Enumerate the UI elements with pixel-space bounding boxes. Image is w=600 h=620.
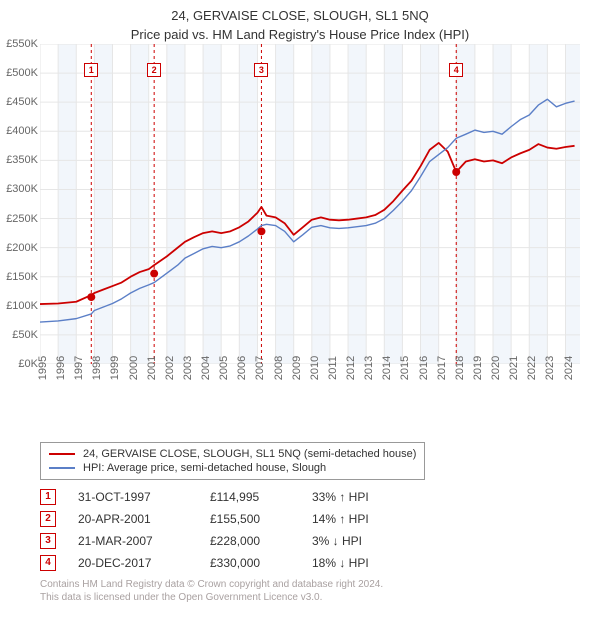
x-tick-label: 2023 xyxy=(544,356,556,380)
page-root: 24, GERVAISE CLOSE, SLOUGH, SL1 5NQ Pric… xyxy=(0,0,600,620)
x-tick-label: 1999 xyxy=(109,356,121,380)
transaction-marker-icon: 2 xyxy=(40,511,56,527)
x-tick-label: 2000 xyxy=(128,356,140,380)
footer-line: This data is licensed under the Open Gov… xyxy=(40,591,590,604)
transaction-price: £228,000 xyxy=(210,534,290,548)
transaction-price: £330,000 xyxy=(210,556,290,570)
legend-label: 24, GERVAISE CLOSE, SLOUGH, SL1 5NQ (sem… xyxy=(83,448,416,460)
transaction-row: 3 21-MAR-2007 £228,000 3% ↓ HPI xyxy=(40,530,590,552)
transaction-diff: 33% ↑ HPI xyxy=(312,490,422,504)
transaction-date: 20-DEC-2017 xyxy=(78,556,188,570)
transaction-row: 4 20-DEC-2017 £330,000 18% ↓ HPI xyxy=(40,552,590,574)
x-tick-label: 2001 xyxy=(146,356,158,380)
x-tick-label: 2014 xyxy=(381,356,393,380)
x-tick-label: 2013 xyxy=(363,356,375,380)
x-tick-label: 2022 xyxy=(526,356,538,380)
x-tick-label: 2009 xyxy=(291,356,303,380)
x-tick-label: 2007 xyxy=(254,356,266,380)
x-tick-label: 2016 xyxy=(418,356,430,380)
transaction-date: 21-MAR-2007 xyxy=(78,534,188,548)
y-tick-label: £300K xyxy=(6,183,38,195)
y-tick-label: £250K xyxy=(6,213,38,225)
transaction-marker-icon: 4 xyxy=(40,555,56,571)
y-tick-label: £100K xyxy=(6,300,38,312)
y-tick-label: £150K xyxy=(6,271,38,283)
y-tick-label: £400K xyxy=(6,125,38,137)
x-tick-label: 2021 xyxy=(508,356,520,380)
x-tick-label: 2002 xyxy=(164,356,176,380)
x-tick-label: 2011 xyxy=(327,356,339,380)
y-tick-label: £350K xyxy=(6,154,38,166)
y-tick-label: £550K xyxy=(6,38,38,50)
transaction-date: 20-APR-2001 xyxy=(78,512,188,526)
legend-swatch xyxy=(49,467,75,469)
chart-transaction-marker: 4 xyxy=(449,63,463,77)
x-tick-label: 2018 xyxy=(454,356,466,380)
transaction-diff: 3% ↓ HPI xyxy=(312,534,422,548)
x-tick-label: 2019 xyxy=(472,356,484,380)
legend-item: 24, GERVAISE CLOSE, SLOUGH, SL1 5NQ (sem… xyxy=(49,447,416,461)
chart-transaction-marker: 3 xyxy=(254,63,268,77)
transaction-row: 1 31-OCT-1997 £114,995 33% ↑ HPI xyxy=(40,486,590,508)
x-tick-label: 2010 xyxy=(309,356,321,380)
x-tick-label: 2004 xyxy=(200,356,212,380)
x-tick-label: 2020 xyxy=(490,356,502,380)
x-tick-label: 1998 xyxy=(91,356,103,380)
chart-plot-area xyxy=(40,44,580,364)
x-axis-labels: 1995199619971998199920002001200220032004… xyxy=(40,364,580,404)
legend: 24, GERVAISE CLOSE, SLOUGH, SL1 5NQ (sem… xyxy=(40,442,425,480)
legend-item: HPI: Average price, semi-detached house,… xyxy=(49,461,416,475)
legend-swatch xyxy=(49,453,75,455)
y-tick-label: £0K xyxy=(18,358,38,370)
x-tick-label: 2012 xyxy=(345,356,357,380)
x-tick-label: 2005 xyxy=(218,356,230,380)
transaction-price: £114,995 xyxy=(210,490,290,504)
x-tick-label: 2015 xyxy=(399,356,411,380)
chart-transaction-marker: 1 xyxy=(84,63,98,77)
x-tick-label: 1995 xyxy=(37,356,49,380)
x-tick-label: 2024 xyxy=(563,356,575,380)
y-tick-label: £200K xyxy=(6,242,38,254)
x-tick-label: 2003 xyxy=(182,356,194,380)
chart-title-sub: Price paid vs. HM Land Registry's House … xyxy=(0,23,600,44)
x-tick-label: 1997 xyxy=(73,356,85,380)
y-tick-label: £50K xyxy=(12,329,38,341)
y-tick-label: £500K xyxy=(6,67,38,79)
y-axis-labels: £0K£50K£100K£150K£200K£250K£300K£350K£40… xyxy=(0,44,40,364)
chart-title-address: 24, GERVAISE CLOSE, SLOUGH, SL1 5NQ xyxy=(0,0,600,23)
footer-line: Contains HM Land Registry data © Crown c… xyxy=(40,578,590,591)
transaction-price: £155,500 xyxy=(210,512,290,526)
transaction-marker-icon: 3 xyxy=(40,533,56,549)
transaction-diff: 14% ↑ HPI xyxy=(312,512,422,526)
transaction-date: 31-OCT-1997 xyxy=(78,490,188,504)
transaction-row: 2 20-APR-2001 £155,500 14% ↑ HPI xyxy=(40,508,590,530)
legend-label: HPI: Average price, semi-detached house,… xyxy=(83,462,326,474)
transaction-marker-icon: 1 xyxy=(40,489,56,505)
x-tick-label: 2006 xyxy=(236,356,248,380)
footer: Contains HM Land Registry data © Crown c… xyxy=(40,578,590,604)
y-tick-label: £450K xyxy=(6,96,38,108)
transaction-diff: 18% ↓ HPI xyxy=(312,556,422,570)
x-tick-label: 2008 xyxy=(273,356,285,380)
x-tick-label: 1996 xyxy=(55,356,67,380)
x-tick-label: 2017 xyxy=(436,356,448,380)
chart-transaction-marker: 2 xyxy=(147,63,161,77)
chart: £0K£50K£100K£150K£200K£250K£300K£350K£40… xyxy=(40,44,600,394)
transactions-table: 1 31-OCT-1997 £114,995 33% ↑ HPI 2 20-AP… xyxy=(40,486,590,574)
